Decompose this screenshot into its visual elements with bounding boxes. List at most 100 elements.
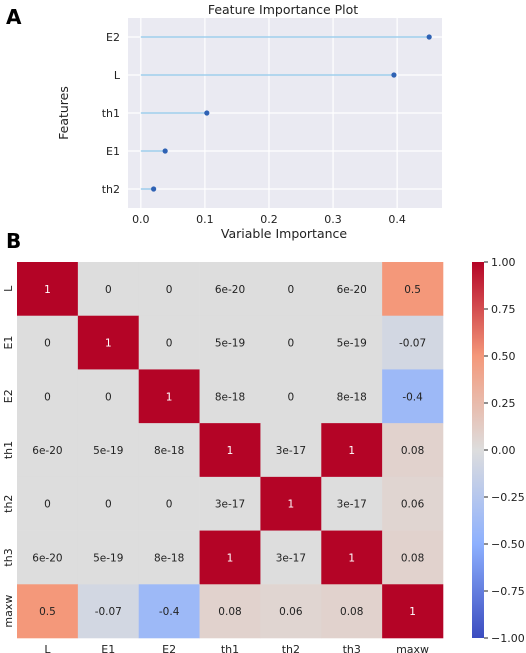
colorbar-tick-label: 0.00 [491,444,516,457]
heatmap-cell-label: 0 [288,284,295,296]
heatmap-cell-label: 3e-17 [276,445,306,457]
heatmap-cell [382,584,444,639]
heatmap-row-label: th2 [2,495,15,513]
lollipop-point [391,72,397,78]
heatmap-cell [199,584,261,639]
heatmap-col-label: th1 [221,643,239,653]
heatmap-col-label: th3 [343,643,361,653]
heatmap-cell [382,476,444,531]
heatmap-cell [199,262,261,317]
panel-label-b: B [6,229,21,253]
heatmap-cell-label: 8e-18 [215,391,245,403]
heatmap-cell [17,315,79,370]
heatmap-cell [382,369,444,424]
heatmap-cell [17,476,79,531]
heatmap-cell [260,369,322,424]
heatmap-cell [17,530,79,585]
heatmap-cell-label: 1 [227,552,234,564]
heatmap-cell [321,369,383,424]
lollipop-point [151,186,157,192]
y-tick-label: E2 [106,31,120,44]
lollipop-x-tick-labels: 0.0 0.1 0.2 0.3 0.4 [132,213,406,226]
heatmap-cell-label: 0.06 [279,606,303,618]
heatmap-cell-label: 5e-19 [93,445,123,457]
heatmap-col-label: E2 [162,643,176,653]
heatmap-cell [321,476,383,531]
heatmap-cell-label: 6e-20 [32,445,62,457]
heatmap-cell-label: 1 [105,338,112,350]
heatmap-cell-label: 0 [166,284,173,296]
heatmap-cell [260,476,322,531]
lollipop-y-axis-label: Features [56,86,71,140]
heatmap-cell-label: 8e-18 [337,391,367,403]
heatmap-col-label: L [44,643,51,653]
heatmap-cell-label: -0.4 [402,391,423,403]
colorbar [472,262,484,638]
heatmap-row-label: E1 [2,336,15,350]
colorbar-tick-label: 1.00 [491,256,516,269]
y-tick-label: E1 [106,145,120,158]
x-tick-label: 0.0 [132,213,150,226]
heatmap-cell-label: 1 [44,284,51,296]
heatmap-cell-label: 0.5 [39,606,56,618]
heatmap-cell [138,530,200,585]
heatmap-cell [77,476,140,531]
heatmap-row-label: L [2,285,15,292]
heatmap-cell [17,423,79,478]
colorbar-tick-label: 0.50 [491,350,516,363]
heatmap-cell-label: 0 [288,391,295,403]
lollipop-point [204,110,210,116]
heatmap-cell [77,369,140,424]
heatmap-cell-label: 0 [105,284,112,296]
colorbar-tick-label: 0.75 [491,303,516,316]
heatmap-cell-label: 0 [105,499,112,511]
heatmap-cell-label: 1 [288,499,295,511]
heatmap-cell [321,584,383,639]
heatmap-row-label: maxw [2,595,15,628]
heatmap-cell [77,315,140,370]
heatmap-cell [199,315,261,370]
colorbar-tick-label: −1.00 [491,632,525,645]
colorbar-ticks: 1.00 0.75 0.50 0.25 0.00 −0.25 −0.50 −0.75 −1.00 [484,256,525,645]
heatmap-cell [321,530,383,585]
heatmap-cell [382,315,444,370]
heatmap-cell-label: 5e-19 [93,552,123,564]
heatmap-cell-label: 0.08 [401,552,424,564]
colorbar-tick-label: −0.25 [491,491,525,504]
heatmap-cell [260,530,322,585]
heatmap-cell [77,530,140,585]
heatmap-row-label: th1 [2,441,15,459]
heatmap-cells: 1 0 0 6e-20 0 6e-20 0.5 0 1 0 5e-19 0 5e-19 -0.07 0 0 1 8… [17,262,444,639]
heatmap-cell [260,262,322,317]
heatmap-cell [138,476,200,531]
heatmap-cell-label: 3e-17 [337,499,367,511]
heatmap-row-labels: L E1 E2 th1 th2 th3 maxw [2,285,15,628]
lollipop-point [162,148,168,154]
heatmap-cell [199,476,261,531]
heatmap-cell-label: 5e-19 [337,338,367,350]
heatmap-cell [382,262,444,317]
x-tick-label: 0.2 [260,213,278,226]
heatmap-cell [17,262,79,317]
heatmap-cell [138,262,200,317]
heatmap-cell-label: 1 [409,606,416,618]
heatmap-row-label: E2 [2,389,15,403]
y-tick-label: th1 [102,107,120,120]
heatmap-cell [260,315,322,370]
heatmap-cell-label: 8e-18 [154,445,184,457]
lollipop-marks [140,34,432,192]
heatmap-cell-label: 1 [348,552,355,564]
heatmap-cell-label: 0 [166,338,173,350]
heatmap-cell-label: 0 [288,338,295,350]
heatmap-cell-label: 0.08 [401,445,424,457]
x-tick-label: 0.3 [324,213,342,226]
heatmap-cell [321,262,383,317]
heatmap-cell-label: 6e-20 [337,284,367,296]
heatmap-cell-label: 6e-20 [215,284,245,296]
heatmap-cell [17,584,79,639]
heatmap-cell [77,584,140,639]
heatmap-cell [382,530,444,585]
heatmap-cell [321,315,383,370]
